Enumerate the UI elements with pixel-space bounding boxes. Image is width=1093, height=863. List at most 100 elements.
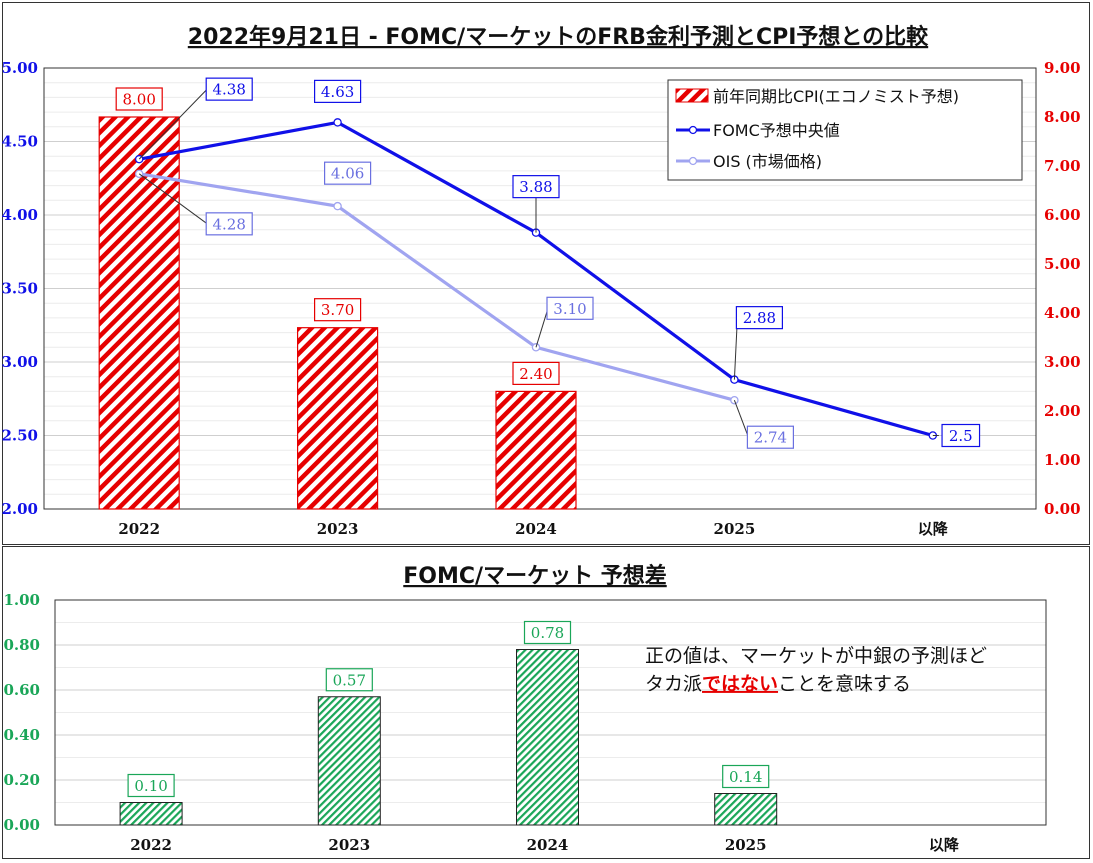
top-x-axis: 2022 2023 2024 2025 以降 [118, 520, 948, 538]
cpi-data-label-box [115, 87, 163, 111]
x-tick-label: 2023 [317, 520, 359, 538]
ois-data-label: 4.06 [331, 165, 364, 183]
ois-data-label: 4.28 [212, 215, 245, 233]
annotation-suffix: ことを意味する [778, 673, 911, 695]
ois-leader [733, 400, 749, 438]
fomc-data-label: 2.5 [949, 427, 973, 445]
top-legend: 前年同期比CPI(エコノミスト予想) FOMC予想中央値 OIS (市場価格) [667, 79, 1023, 181]
annotation-line-1: 正の値は、マーケットが中銀の予測ほど [645, 645, 987, 667]
fomc-data-label: 4.38 [212, 81, 245, 99]
fomc-data-label-box [941, 423, 981, 448]
ois-data-label-box [546, 296, 594, 320]
left-tick-label: 4.00 [1, 206, 38, 224]
diff-tick-label: 1.00 [3, 591, 40, 609]
diff-tick-label: 0.80 [3, 636, 40, 654]
x-tick-label: 2024 [527, 836, 569, 854]
legend-ois-marker [688, 156, 698, 166]
right-tick-label: 0.00 [1044, 500, 1081, 518]
fomc-leader [138, 88, 208, 160]
cpi-bar [297, 327, 379, 510]
fomc-data-label: 2.88 [743, 309, 776, 327]
x-tick-label: 2025 [725, 836, 767, 854]
right-tick-label: 2.00 [1044, 402, 1081, 420]
fomc-data-label: 3.88 [519, 178, 552, 196]
cpi-data-label: 2.40 [519, 365, 552, 383]
annotation: 正の値は、マーケットが中銀の予測ほど タカ派ではないことを意味する [645, 645, 987, 695]
annotation-line-2: タカ派ではないことを意味する [645, 673, 911, 695]
legend-fomc-label: FOMC予想中央値 [713, 121, 840, 140]
diff-data-label-box [722, 764, 770, 789]
left-tick-label: 5.00 [1, 59, 38, 77]
ois-data-label: 2.74 [754, 429, 787, 447]
x-tick-label: 2024 [515, 520, 557, 538]
top-right-axis: 0.00 1.00 2.00 3.00 4.00 5.00 6.00 7.00 8.00 9.00 [1044, 59, 1081, 518]
legend-cpi-swatch [675, 88, 709, 103]
fomc-data-label-box [512, 175, 560, 199]
x-tick-label: 2023 [328, 836, 370, 854]
ois-data-label-box [205, 212, 253, 236]
x-tick-label: 以降 [929, 836, 960, 854]
diff-tick-label: 0.00 [3, 816, 40, 834]
legend-frame [667, 79, 1023, 181]
diff-data-label-box [325, 668, 373, 692]
x-tick-label: 2022 [118, 520, 160, 538]
right-tick-label: 6.00 [1044, 206, 1081, 224]
bottom-y-axis: 0.00 0.20 0.40 0.60 0.80 1.00 [3, 591, 40, 834]
x-tick-label: 2025 [714, 520, 756, 538]
left-tick-label: 2.50 [1, 427, 38, 445]
cpi-data-label-box [314, 298, 362, 322]
diff-tick-label: 0.20 [3, 771, 40, 789]
ois-leader [535, 308, 549, 348]
ois-data-label-box [746, 425, 795, 449]
diff-data-label: 0.78 [531, 624, 564, 642]
ois-line [138, 172, 735, 402]
annotation-highlight: ではない [702, 673, 778, 695]
ois-point [134, 169, 144, 179]
diff-bar [516, 649, 579, 826]
left-tick-label: 4.50 [1, 133, 38, 151]
diff-bar [714, 793, 778, 826]
cpi-bar [495, 390, 577, 510]
right-tick-label: 7.00 [1044, 157, 1081, 175]
ois-data-label: 3.10 [553, 300, 586, 318]
ois-point [333, 201, 342, 211]
diff-data-label: 0.10 [134, 777, 167, 795]
right-tick-label: 8.00 [1044, 108, 1081, 126]
bottom-panel-border [2, 546, 1090, 859]
legend-cpi-label: 前年同期比CPI(エコノミスト予想) [713, 87, 959, 106]
fomc-data-label: 4.63 [321, 83, 354, 101]
right-tick-label: 4.00 [1044, 304, 1081, 322]
legend-ois-label: OIS (市場価格) [713, 152, 822, 171]
cpi-data-label-box [512, 361, 560, 385]
diff-data-label: 0.57 [333, 671, 366, 689]
diff-data-label-box [127, 773, 175, 798]
legend-fomc-marker [688, 125, 698, 135]
bottom-chart-title: FOMC/マーケット 予想差 [403, 563, 666, 589]
cpi-data-label: 8.00 [122, 91, 155, 109]
cpi-data-label: 3.70 [321, 301, 354, 319]
fomc-data-label-box [314, 79, 362, 103]
x-tick-label: 以降 [918, 520, 949, 538]
x-tick-label: 2022 [130, 836, 172, 854]
diff-data-label-box [523, 620, 572, 645]
bottom-x-axis: 2022 2023 2024 2025 以降 [130, 836, 960, 854]
right-tick-label: 9.00 [1044, 59, 1081, 77]
diff-tick-label: 0.40 [3, 726, 40, 744]
right-tick-label: 3.00 [1044, 353, 1081, 371]
fomc-data-label-box [735, 306, 784, 330]
diff-bar [317, 696, 381, 826]
diff-tick-label: 0.60 [3, 681, 40, 699]
ois-leader [138, 173, 208, 225]
bottom-data-labels: 0.10 0.57 0.78 0.14 [127, 620, 770, 798]
cpi-bar [98, 116, 180, 510]
left-tick-label: 3.00 [1, 353, 38, 371]
left-tick-label: 2.00 [1, 500, 38, 518]
top-chart-title: 2022年9月21日 - FOMC/マーケットのFRB金利予測とCPI予想との比… [188, 24, 929, 50]
diff-bar [119, 802, 183, 826]
top-left-axis: 2.00 2.50 3.00 3.50 4.00 4.50 5.00 [1, 59, 38, 518]
fomc-data-label-box [205, 77, 253, 101]
top-panel-border [2, 2, 1090, 545]
top-data-labels: 8.00 3.70 2.40 4.38 4.63 3.88 2.88 2.5 4.28 4.06 3… [115, 77, 981, 449]
ois-data-label-box [324, 161, 372, 185]
